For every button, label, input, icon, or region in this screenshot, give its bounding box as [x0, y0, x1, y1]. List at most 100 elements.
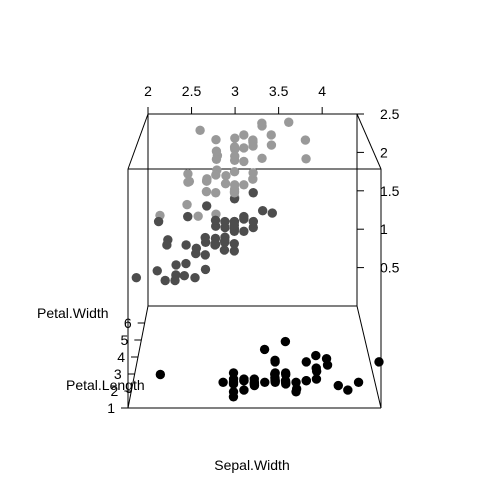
data-point	[248, 168, 258, 178]
data-point	[153, 216, 164, 227]
data-point	[270, 377, 280, 388]
data-point	[239, 385, 249, 395]
data-point	[301, 357, 311, 367]
data-point	[200, 232, 210, 243]
data-point	[322, 360, 333, 370]
data-point	[248, 216, 259, 227]
data-point	[229, 142, 240, 152]
y-tick-label: 6	[124, 315, 132, 331]
data-point	[229, 167, 240, 177]
data-point	[280, 336, 291, 347]
y-tick-label: 4	[117, 349, 125, 365]
x-tick-label: 3.5	[269, 83, 289, 99]
data-point	[239, 226, 249, 236]
data-point	[200, 264, 211, 275]
data-point	[239, 143, 249, 153]
data-points	[131, 117, 384, 402]
data-point	[160, 275, 170, 286]
data-point	[300, 135, 311, 145]
data-point	[270, 368, 280, 378]
data-point	[291, 384, 302, 394]
data-point	[218, 377, 228, 388]
data-point	[259, 344, 270, 355]
data-point	[239, 156, 249, 167]
data-point	[239, 375, 249, 386]
data-point	[266, 130, 276, 140]
data-point	[248, 141, 258, 151]
data-point	[260, 377, 270, 388]
data-point	[200, 250, 210, 260]
data-point	[311, 374, 322, 384]
data-point	[210, 215, 221, 226]
data-point	[229, 188, 240, 198]
z-axis-label: Petal.Width	[37, 305, 109, 321]
data-point	[182, 199, 192, 210]
data-point	[181, 258, 191, 269]
data-point	[228, 392, 239, 402]
data-point	[201, 186, 212, 197]
data-point	[301, 154, 311, 164]
data-point	[257, 205, 268, 216]
data-point	[228, 379, 239, 389]
data-point	[229, 246, 240, 256]
data-point	[229, 155, 240, 166]
z-tick-label: 2.5	[380, 106, 400, 122]
data-point	[301, 375, 311, 386]
data-point	[281, 379, 291, 389]
data-point	[284, 117, 294, 127]
plot-box	[127, 113, 382, 409]
x-tick-label: 2.5	[182, 83, 202, 99]
data-point	[220, 216, 230, 227]
z-axis-ticks: 0.5 1 1.5 2 2.5	[357, 106, 400, 276]
data-point	[221, 171, 231, 181]
z-tick-label: 0.5	[380, 260, 400, 276]
data-point	[311, 350, 321, 361]
data-point	[211, 188, 221, 198]
data-point	[181, 240, 191, 250]
data-point	[228, 368, 239, 378]
data-point	[230, 133, 240, 143]
data-point	[195, 125, 205, 136]
z-tick-label: 1	[380, 221, 388, 237]
data-point	[211, 170, 221, 180]
data-point	[239, 130, 249, 140]
data-point	[270, 357, 280, 367]
y-tick-label: 5	[121, 332, 129, 348]
data-point	[229, 220, 240, 230]
data-point	[210, 240, 220, 250]
data-point	[220, 237, 230, 248]
data-point	[183, 169, 193, 179]
data-point	[201, 201, 212, 211]
data-point	[311, 366, 322, 376]
data-point	[248, 188, 258, 198]
data-point	[374, 357, 384, 367]
box-edge	[127, 113, 149, 170]
y-axis-label: Petal.Length	[66, 377, 145, 393]
data-point	[190, 273, 200, 283]
x-axis-ticks: 2 2.5 3 3.5 4	[144, 83, 326, 114]
x-tick-label: 3	[231, 83, 239, 99]
data-point	[220, 178, 231, 189]
data-point	[171, 260, 181, 270]
data-point	[183, 211, 193, 222]
data-point	[267, 208, 277, 218]
data-point	[229, 238, 239, 249]
x-tick-label: 2	[144, 83, 152, 99]
data-point	[333, 380, 343, 391]
data-point	[131, 273, 142, 283]
data-point	[211, 134, 221, 145]
x-axis-label: Sepal.Width	[214, 457, 289, 473]
data-point	[179, 271, 190, 281]
y-tick-label: 2	[111, 383, 119, 399]
data-point	[343, 385, 353, 395]
y-tick-label: 1	[107, 400, 115, 416]
data-point	[162, 240, 172, 250]
data-point	[281, 369, 291, 380]
z-tick-label: 2	[380, 144, 388, 160]
data-point	[191, 248, 201, 259]
data-point	[239, 180, 249, 190]
box-edge	[356, 305, 382, 409]
data-point	[239, 214, 249, 224]
data-point	[155, 369, 166, 380]
